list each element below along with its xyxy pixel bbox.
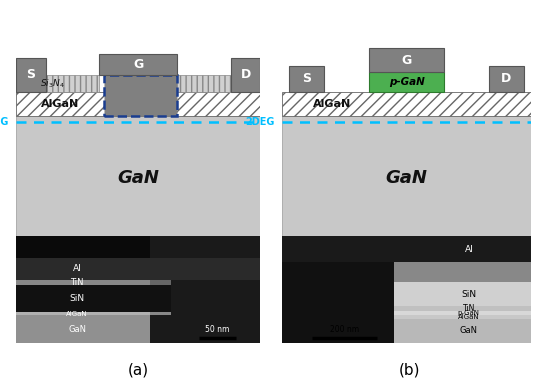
Text: p-GaN: p-GaN xyxy=(458,310,480,316)
Bar xyxy=(369,72,444,92)
Text: G: G xyxy=(133,58,143,71)
Bar xyxy=(150,236,260,343)
Bar xyxy=(150,312,171,315)
Bar xyxy=(231,58,260,92)
Text: SiN: SiN xyxy=(70,294,85,303)
Bar xyxy=(394,282,531,306)
Text: G: G xyxy=(402,54,411,67)
Bar xyxy=(16,280,150,285)
Text: GaN: GaN xyxy=(460,326,478,335)
Bar xyxy=(16,92,260,116)
Text: D: D xyxy=(501,72,511,85)
Text: SiN: SiN xyxy=(461,290,476,299)
Text: Al: Al xyxy=(73,264,82,274)
Bar xyxy=(394,315,531,319)
Bar xyxy=(16,258,260,280)
Bar xyxy=(282,116,531,236)
Bar xyxy=(394,306,531,311)
Bar xyxy=(104,75,177,116)
Text: 200 nm: 200 nm xyxy=(330,325,359,334)
Bar xyxy=(369,48,444,72)
Text: S: S xyxy=(27,68,35,82)
Text: TiN: TiN xyxy=(70,278,84,287)
Bar xyxy=(282,236,406,343)
Text: $Si_3N_4$: $Si_3N_4$ xyxy=(41,77,65,90)
Text: S: S xyxy=(302,72,311,85)
Text: p-GaN: p-GaN xyxy=(389,77,424,87)
Text: GaN: GaN xyxy=(385,168,428,187)
Text: AlGaN: AlGaN xyxy=(41,99,79,109)
Text: GaN: GaN xyxy=(117,168,159,187)
Bar xyxy=(394,311,531,315)
Bar xyxy=(16,75,99,92)
Bar xyxy=(16,312,150,315)
Bar xyxy=(16,58,46,92)
Text: AlGaN: AlGaN xyxy=(313,99,351,109)
Text: D: D xyxy=(241,68,250,82)
Text: GaN: GaN xyxy=(68,325,86,334)
Bar xyxy=(394,262,531,282)
Bar xyxy=(150,280,171,285)
Text: 2DEG: 2DEG xyxy=(0,117,9,126)
Bar xyxy=(282,92,531,116)
Bar xyxy=(150,285,171,312)
Text: Al: Al xyxy=(464,245,473,255)
Bar xyxy=(16,315,150,343)
Text: (a): (a) xyxy=(128,362,149,377)
Bar xyxy=(150,280,172,315)
Text: AlGaN: AlGaN xyxy=(458,314,480,320)
Text: AlGaN: AlGaN xyxy=(67,311,88,317)
Bar xyxy=(489,66,524,92)
Bar xyxy=(394,319,531,343)
Text: (b): (b) xyxy=(398,362,420,377)
Text: 2DEG: 2DEG xyxy=(245,117,274,126)
Text: 50 nm: 50 nm xyxy=(205,325,230,334)
Bar xyxy=(289,66,324,92)
Text: TiN: TiN xyxy=(463,304,475,313)
Bar xyxy=(16,285,150,312)
Bar xyxy=(177,75,260,92)
Bar xyxy=(99,53,177,75)
Bar xyxy=(282,236,531,262)
Bar xyxy=(16,116,260,236)
